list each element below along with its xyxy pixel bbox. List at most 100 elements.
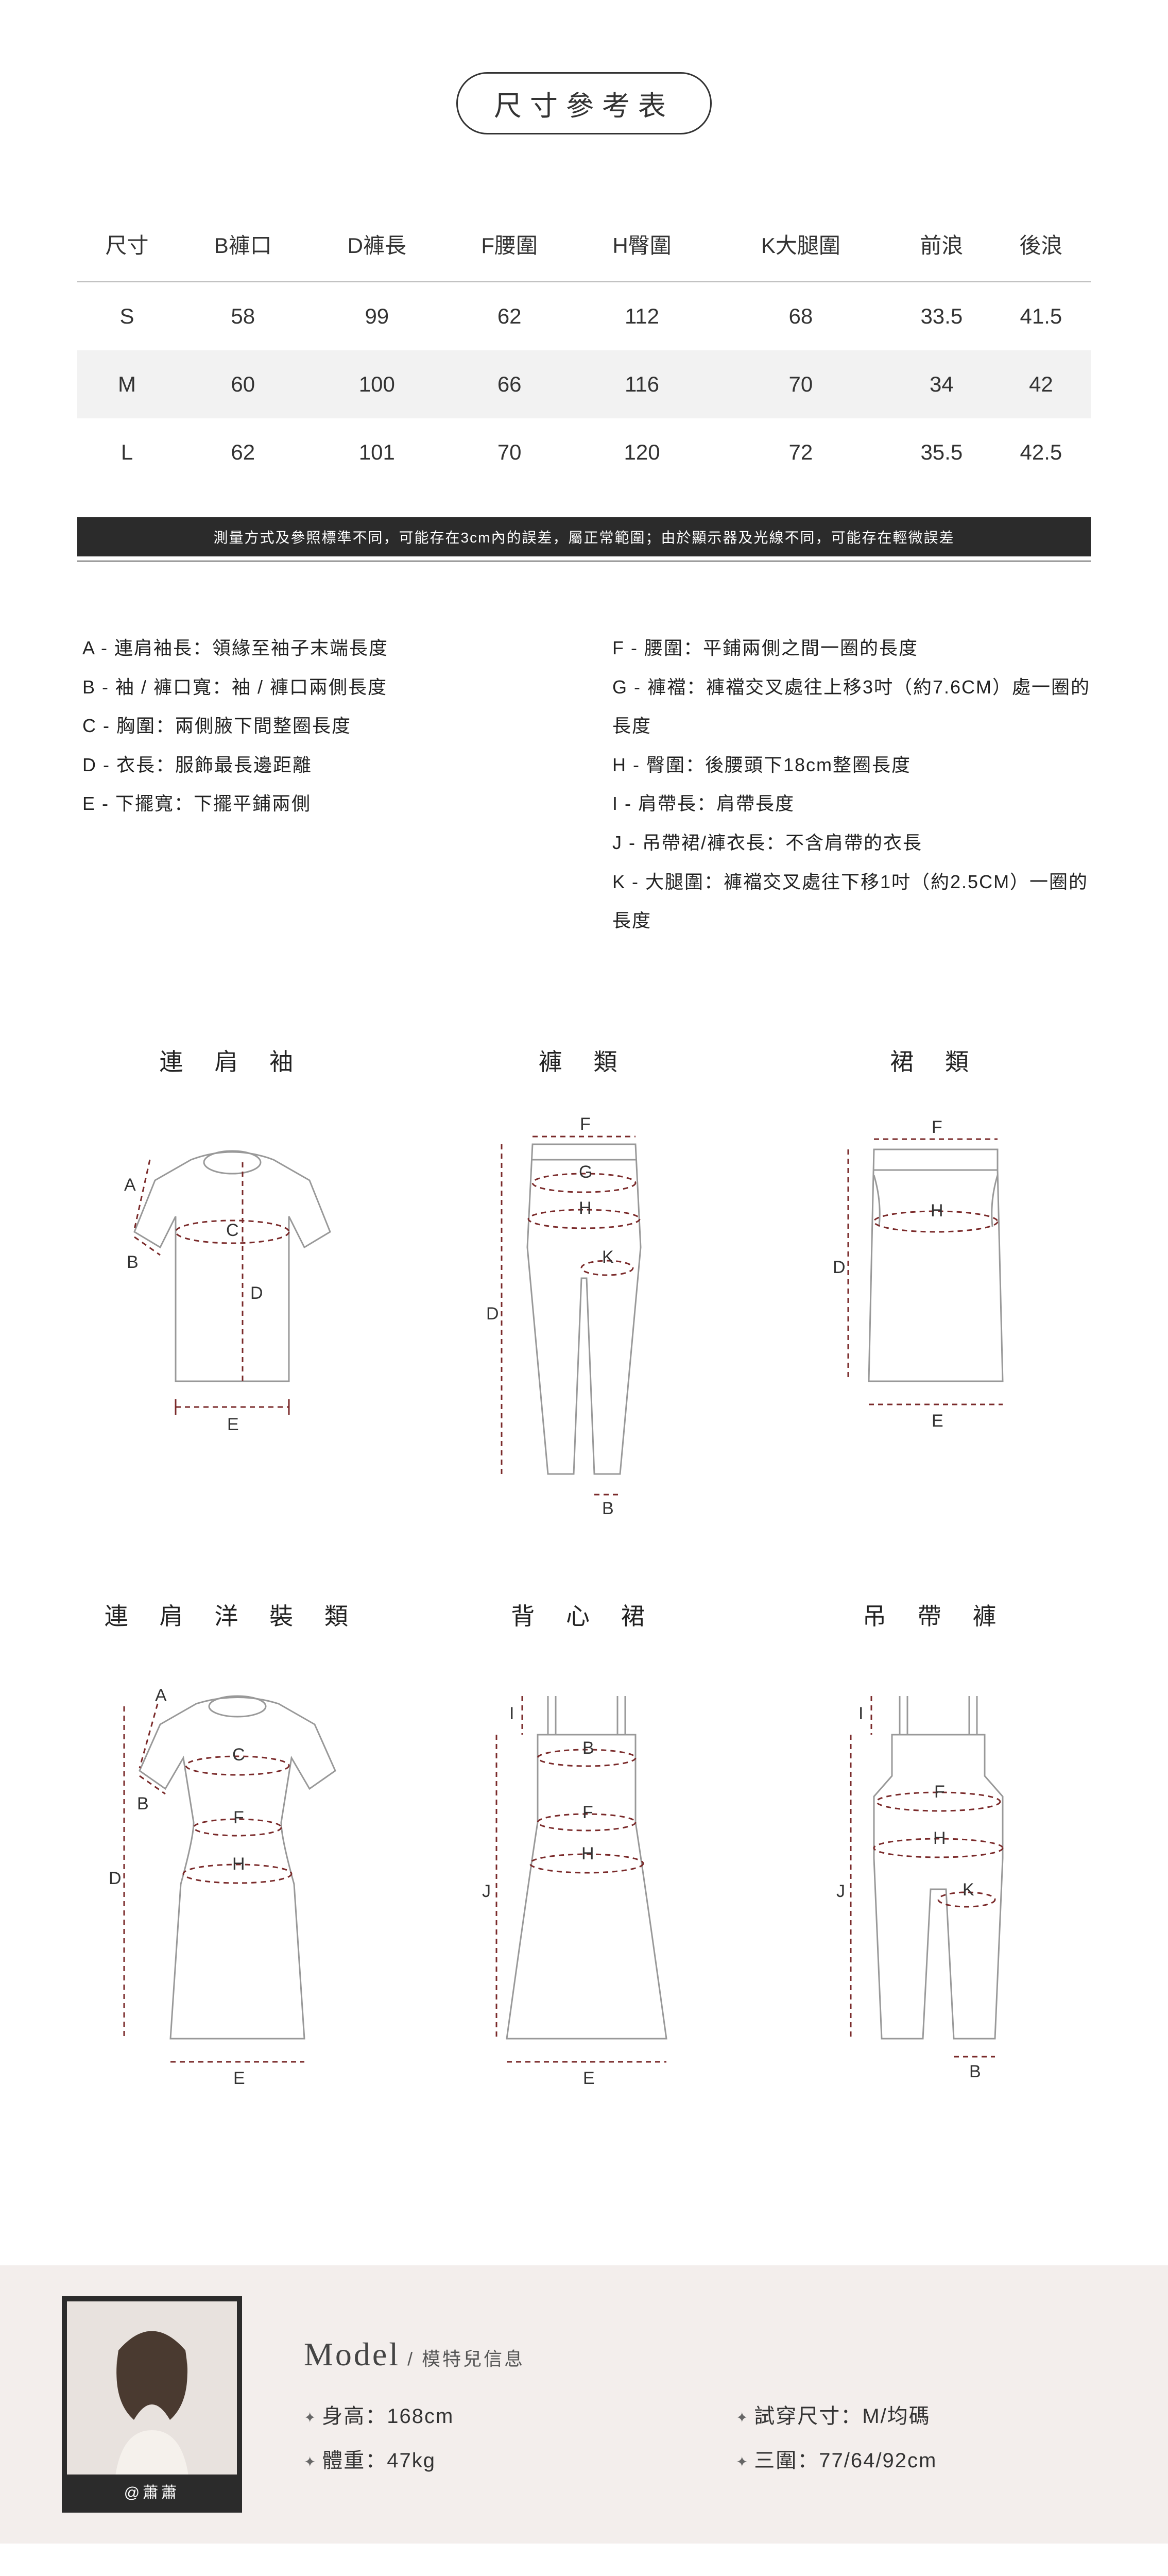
cell: M [77,350,177,418]
measure-label-d: D [833,1258,846,1277]
measure-label-h: H [232,1854,245,1874]
cell: 42.5 [991,418,1091,486]
model-heading-zh: 模特兒信息 [422,2348,525,2369]
measure-label-d: D [486,1304,499,1324]
diagram-raglan-top: 連 肩 袖 A B C D E [77,1043,388,1515]
cell: 116 [574,350,710,418]
cell: 41.5 [991,282,1091,350]
diagram-overalls: 吊 帶 褲 I F H K J [780,1598,1091,2090]
measure-label-b: B [137,1794,149,1814]
diagram-title: 裙 類 [780,1043,1091,1077]
cell: 35.5 [892,418,991,486]
cell: 60 [177,350,309,418]
measure-label-a: A [155,1686,167,1705]
model-spec-weight: 體重：47kg [304,2444,674,2473]
model-spec-height: 身高：168cm [304,2399,674,2429]
diagram-title: 背 心 裙 [429,1598,740,1632]
cell: 33.5 [892,282,991,350]
size-table-header-row: 尺寸 B褲口 D褲長 F腰圍 H臀圍 K大腿圍 前浪 後浪 [77,207,1091,282]
measure-label-f: F [582,1803,593,1822]
table-row: M 60 100 66 116 70 34 42 [77,350,1091,418]
legend-item: G - 褲襠：褲襠交叉處往上移3吋（約7.6CM）處一圈的長度 [612,668,1091,745]
size-table: 尺寸 B褲口 D褲長 F腰圍 H臀圍 K大腿圍 前浪 後浪 S 58 99 62… [77,207,1091,486]
cell: 70 [444,418,574,486]
cell: 66 [444,350,574,418]
measure-label-e: E [227,1415,239,1434]
col-label: 前浪 [892,207,991,282]
col-label: F腰圍 [444,207,574,282]
model-heading-sep: / [400,2348,422,2369]
diagram-skirt: 裙 類 F H D E [780,1043,1091,1515]
measure-label-k: K [602,1247,614,1267]
measure-label-h: H [931,1201,943,1221]
legend-item: I - 肩帶長：肩帶長度 [612,784,1091,823]
measurement-legend: A - 連肩袖長：領緣至袖子末端長度 B - 袖 / 褲口寬：袖 / 褲口兩側長… [77,629,1091,940]
col-label: K大腿圍 [710,207,892,282]
model-spec-threesize: 三圍：77/64/92cm [736,2444,1106,2473]
measure-label-f: F [932,1117,942,1137]
measure-label-f: F [233,1808,244,1827]
legend-item: C - 胸圍：兩側腋下間整圈長度 [82,706,561,745]
cell: 62 [177,418,309,486]
legend-item: H - 臀圍：後腰頭下18cm整圈長度 [612,745,1091,785]
measure-label-f: F [934,1782,945,1802]
measure-label-h: H [933,1828,946,1848]
col-label: D褲長 [309,207,444,282]
measure-label-g: G [579,1162,592,1182]
model-photo: @蕭蕭 [62,2296,242,2513]
table-row: L 62 101 70 120 72 35.5 42.5 [77,418,1091,486]
col-label: B褲口 [177,207,309,282]
measure-label-d: D [250,1283,263,1303]
legend-item: J - 吊帶裙/褲衣長：不含肩帶的衣長 [612,823,1091,862]
measure-label-k: K [963,1880,974,1900]
legend-item: F - 腰圍：平鋪兩側之間一圈的長度 [612,629,1091,668]
col-label: H臀圍 [574,207,710,282]
cell: S [77,282,177,350]
cell: 58 [177,282,309,350]
model-heading: Model / 模特兒信息 [304,2335,1106,2374]
cell: 70 [710,350,892,418]
col-label: 後浪 [991,207,1091,282]
measure-label-i: I [858,1704,863,1723]
cell: 34 [892,350,991,418]
model-spec-trysize: 試穿尺寸：M/均碼 [736,2399,1106,2429]
measure-label-c: C [232,1745,245,1765]
col-label: 尺寸 [77,207,177,282]
legend-item: B - 袖 / 褲口寬：袖 / 褲口兩側長度 [82,668,561,707]
diagram-title: 吊 帶 褲 [780,1598,1091,1632]
cell: 72 [710,418,892,486]
model-name-caption: @蕭蕭 [67,2475,237,2507]
measure-label-b: B [582,1738,594,1758]
cell: 101 [309,418,444,486]
measure-label-a: A [124,1175,136,1195]
legend-item: E - 下擺寬：下擺平鋪兩側 [82,784,561,823]
cell: 99 [309,282,444,350]
cell: 100 [309,350,444,418]
measure-label-b: B [969,2062,981,2081]
legend-item: D - 衣長：服飾最長邊距離 [82,745,561,785]
cell: 68 [710,282,892,350]
table-row: S 58 99 62 112 68 33.5 41.5 [77,282,1091,350]
measure-label-h: H [579,1198,592,1218]
measure-label-e: E [932,1411,943,1431]
divider [77,561,1091,562]
measurement-notice: 測量方式及參照標準不同，可能存在3cm內的誤差，屬正常範圍；由於顯示器及光線不同… [77,517,1091,556]
measure-label-e: E [233,2069,245,2088]
legend-item: K - 大腿圍：褲襠交叉處往下移1吋（約2.5CM）一圈的長度 [612,862,1091,940]
model-heading-en: Model [304,2336,400,2372]
diagram-title: 褲 類 [429,1043,740,1077]
cell: 120 [574,418,710,486]
diagram-cami-dress: 背 心 裙 I B F H J [429,1598,740,2090]
diagram-title: 連 肩 洋 裝 類 [77,1598,388,1632]
cell: 42 [991,350,1091,418]
measure-label-d: D [109,1869,122,1888]
measure-label-b: B [602,1499,614,1515]
measure-label-e: E [583,2069,595,2088]
diagram-pants: 褲 類 F G H K D B [429,1043,740,1515]
cell: 62 [444,282,574,350]
legend-item: A - 連肩袖長：領緣至袖子末端長度 [82,629,561,668]
measure-label-j: J [482,1882,491,1901]
measure-label-h: H [581,1844,594,1863]
measure-label-b: B [127,1252,139,1272]
model-info-panel: @蕭蕭 Model / 模特兒信息 身高：168cm 試穿尺寸：M/均碼 體重：… [0,2265,1168,2544]
